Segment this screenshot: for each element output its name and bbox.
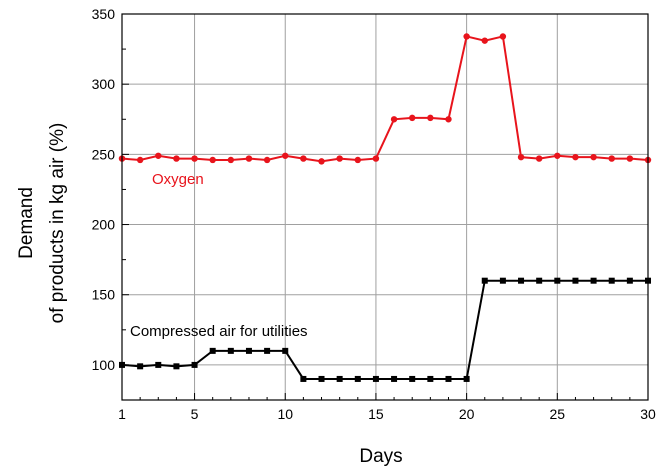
data-point [445,116,452,123]
data-point [536,277,543,284]
data-point [499,277,506,284]
data-point [626,277,633,284]
y-tick-label: 100 [92,357,116,373]
compressed-air-series-label: Compressed air for utilities [130,323,308,340]
data-point [572,277,579,284]
x-tick-label: 10 [277,406,293,422]
y-axis-ticks: 100 150 200 250 300 350 [92,6,129,373]
y-tick-label: 250 [92,146,116,162]
data-point [282,152,289,159]
data-point [354,156,361,164]
data-point [372,155,380,162]
y-tick-label: 200 [92,217,116,233]
x-tick-label: 30 [640,406,656,422]
data-point [626,155,634,162]
data-point [136,156,144,164]
data-point [191,361,198,368]
x-axis-title: Days [359,446,402,467]
data-point [554,152,561,159]
x-tick-label: 15 [368,406,384,422]
data-point [517,153,525,161]
data-point [282,347,289,354]
data-point [191,155,198,162]
data-point [590,277,597,284]
data-point [155,152,162,159]
y-axis-title-line-1: Demand [16,187,37,259]
data-point [245,347,252,354]
data-point [608,155,615,162]
x-tick-label: 5 [191,406,199,422]
series-line [121,279,648,380]
data-point [173,155,180,162]
x-tick-label: 25 [550,406,566,422]
data-point [481,277,488,284]
data-point [390,116,398,123]
data-point [409,375,416,382]
data-point [590,153,597,161]
data-point [209,156,216,164]
data-point [264,347,271,354]
data-point [318,375,325,382]
y-axis-title-line-2: of products in kg air (%) [47,123,68,324]
data-point [535,155,543,162]
series-compressed-air [119,277,651,382]
grid [122,14,648,400]
data-point [173,363,180,370]
y-tick-label: 300 [92,76,116,92]
data-point [227,156,235,164]
y-tick-label: 350 [92,6,116,22]
data-point [354,375,361,382]
data-point [245,155,253,162]
data-point [137,363,144,370]
data-point [336,155,343,162]
data-point [427,114,434,122]
series-oxygen [118,33,652,165]
series-line [121,35,649,163]
data-point [391,375,398,382]
data-point [336,375,343,382]
data-point [518,277,525,284]
data-point [481,37,488,44]
y-tick-label: 150 [92,287,116,303]
data-point [300,155,307,162]
data-point [572,153,579,161]
data-point [445,375,452,382]
plot-frame [121,13,649,401]
x-tick-label: 20 [459,406,475,422]
data-point [427,375,434,382]
data-point [499,33,507,40]
data-point [318,158,325,165]
x-tick-label: 1 [118,406,126,422]
data-point [463,375,470,382]
data-point [155,361,162,368]
oxygen-series-label: Oxygen [152,171,204,188]
data-point [263,156,271,164]
data-point [463,33,470,40]
x-axis-ticks: 1 5 10 15 20 25 30 [118,393,656,422]
data-point [409,114,416,122]
data-point [227,347,234,354]
data-point [300,375,307,382]
data-point [608,277,615,284]
data-point [372,375,379,382]
data-point [554,277,561,284]
data-point [209,347,216,354]
